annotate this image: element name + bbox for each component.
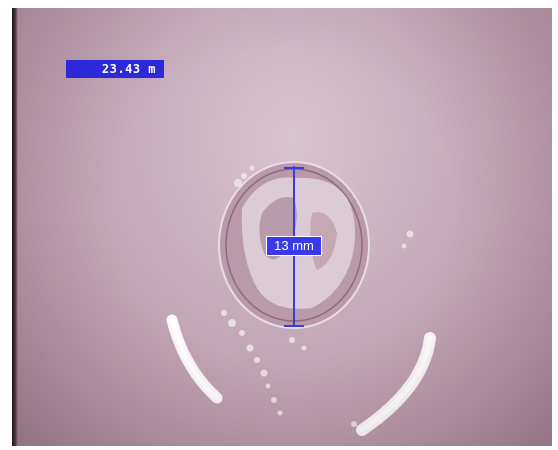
led-reflection-right-core — [359, 335, 433, 433]
led-reflection-left-core — [169, 317, 220, 401]
distance-readout: 23.43 m — [66, 60, 164, 78]
debris-cluster — [221, 165, 414, 427]
pipe-inspection-video: 23.43 m 13 mm — [12, 8, 552, 446]
measurement-label: 13 mm — [266, 236, 322, 256]
led-reflection-left — [166, 314, 223, 404]
led-reflection-right — [356, 332, 436, 436]
frame-left-edge — [12, 8, 18, 446]
